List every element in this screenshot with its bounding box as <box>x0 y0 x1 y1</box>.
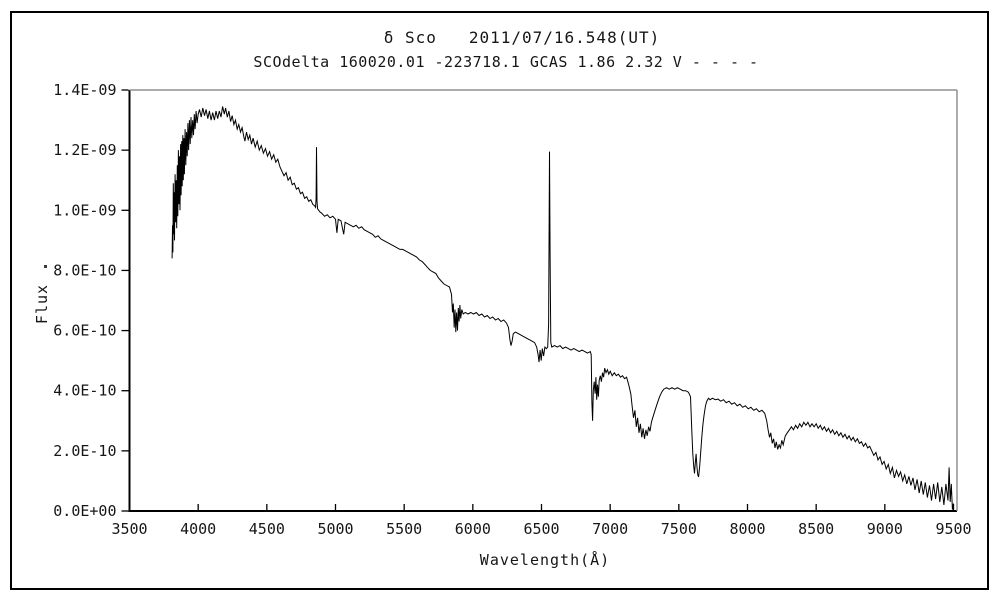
y-tick-label: 2.0E-10 <box>53 442 116 460</box>
y-tick-label: 1.4E-09 <box>53 81 116 99</box>
x-tick-label: 4500 <box>249 520 285 538</box>
stray-dot <box>44 265 47 268</box>
x-axis-title: Wavelength(Å) <box>479 551 611 569</box>
x-tick-label: 9500 <box>935 520 971 538</box>
x-tick-label: 8000 <box>729 520 765 538</box>
figure-border <box>10 11 989 590</box>
x-tick-label: 3500 <box>111 520 147 538</box>
y-tick-label: 6.0E-10 <box>53 322 116 340</box>
x-tick-label: 7000 <box>592 520 628 538</box>
y-tick-label: 0.0E+00 <box>53 502 116 520</box>
chart-subtitle: SCOdelta 160020.01 -223718.1 GCAS 1.86 2… <box>253 53 759 71</box>
spectrum-line <box>171 106 954 510</box>
y-tick-label: 1.2E-09 <box>53 141 116 159</box>
x-tick-label: 6500 <box>523 520 559 538</box>
y-tick-label: 4.0E-10 <box>53 382 116 400</box>
x-tick-label: 4000 <box>180 520 216 538</box>
x-tick-label: 9000 <box>867 520 903 538</box>
x-tick-label: 6000 <box>455 520 491 538</box>
y-tick-label: 8.0E-10 <box>53 261 116 279</box>
x-tick-label: 8500 <box>798 520 834 538</box>
x-tick-label: 5500 <box>386 520 422 538</box>
x-tick-label: 5000 <box>317 520 353 538</box>
x-tick-label: 7500 <box>661 520 697 538</box>
y-tick-label: 1.0E-09 <box>53 201 116 219</box>
chart-title: δ Sco 2011/07/16.548(UT) <box>383 28 661 47</box>
